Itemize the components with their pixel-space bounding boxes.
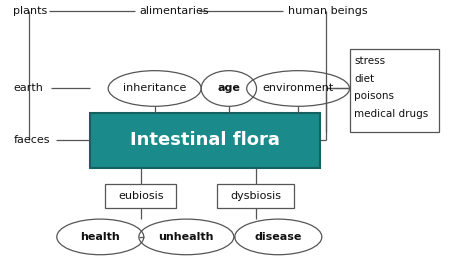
Text: diet: diet [355, 74, 374, 84]
Text: dysbiosis: dysbiosis [230, 191, 281, 201]
Text: medical drugs: medical drugs [355, 109, 429, 119]
Text: age: age [217, 84, 240, 93]
Text: earth: earth [13, 84, 43, 93]
Text: disease: disease [255, 232, 302, 242]
FancyBboxPatch shape [350, 49, 438, 132]
Text: health: health [81, 232, 120, 242]
FancyBboxPatch shape [105, 184, 176, 208]
FancyBboxPatch shape [217, 184, 294, 208]
Text: stress: stress [355, 56, 386, 66]
Text: poisons: poisons [355, 91, 395, 101]
Text: alimentaries: alimentaries [140, 6, 209, 16]
Text: inheritance: inheritance [123, 84, 186, 93]
Text: eubiosis: eubiosis [118, 191, 164, 201]
Text: human beings: human beings [288, 6, 368, 16]
Text: environment: environment [262, 84, 334, 93]
Text: Intestinal flora: Intestinal flora [130, 131, 280, 150]
Text: plants: plants [13, 6, 48, 16]
FancyBboxPatch shape [90, 113, 320, 168]
Text: unhealth: unhealth [158, 232, 214, 242]
Text: faeces: faeces [13, 135, 50, 145]
